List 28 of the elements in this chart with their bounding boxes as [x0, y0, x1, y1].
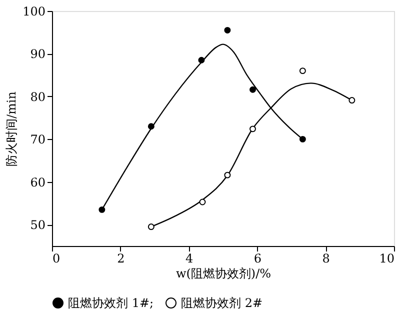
- y-tick-label: 80: [30, 90, 46, 104]
- y-tick-label: 70: [30, 132, 46, 147]
- x-tick-label: 0: [52, 252, 60, 266]
- legend-label: 阻燃协效剂 2#: [181, 296, 263, 310]
- y-axis-title: 防火时间/min: [4, 91, 19, 166]
- y-tick-label: 90: [30, 47, 46, 62]
- y-tick-label: 60: [30, 175, 46, 190]
- point: [98, 206, 106, 213]
- x-tick-label: 2: [117, 252, 125, 266]
- x-tick-label: 4: [185, 252, 194, 266]
- x-tick-label: 10: [379, 252, 394, 266]
- point: [224, 172, 231, 178]
- point: [348, 97, 356, 104]
- point: [148, 123, 154, 130]
- point: [299, 68, 306, 74]
- y-tick-label: 100: [22, 4, 46, 18]
- y-tick-label: 50: [30, 218, 46, 232]
- x-tick-label: 6: [254, 252, 262, 266]
- x-tick-label: 8: [322, 252, 330, 266]
- point: [148, 224, 154, 230]
- x-axis-title: w(阻燃协效剂)/%: [176, 266, 272, 280]
- point: [198, 56, 205, 64]
- point: [299, 136, 306, 142]
- point: [199, 198, 206, 206]
- point: [250, 126, 256, 132]
- point: [224, 26, 231, 34]
- legend-label: 阻燃协效剂 1#;: [68, 296, 154, 310]
- point: [250, 86, 256, 93]
